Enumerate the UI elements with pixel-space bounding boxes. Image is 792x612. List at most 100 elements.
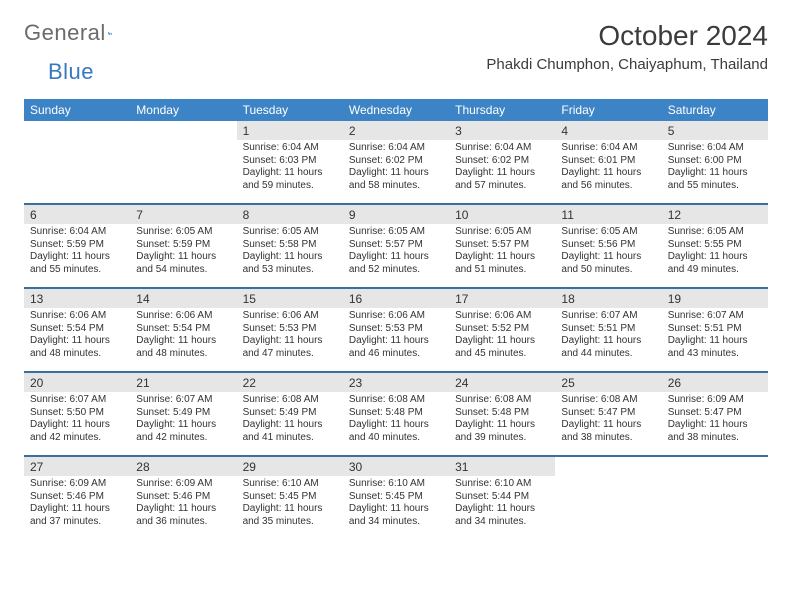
calendar-cell (555, 457, 661, 539)
calendar-week-row: 1Sunrise: 6:04 AMSunset: 6:03 PMDaylight… (24, 121, 768, 204)
weekday-header: Thursday (449, 99, 555, 121)
calendar-cell: 26Sunrise: 6:09 AMSunset: 5:47 PMDayligh… (662, 373, 768, 456)
day-number: 15 (237, 289, 343, 308)
day-details: Sunrise: 6:07 AMSunset: 5:51 PMDaylight:… (555, 308, 661, 364)
day-details: Sunrise: 6:10 AMSunset: 5:44 PMDaylight:… (449, 476, 555, 532)
day-details: Sunrise: 6:09 AMSunset: 5:47 PMDaylight:… (662, 392, 768, 448)
day-details: Sunrise: 6:04 AMSunset: 6:03 PMDaylight:… (237, 140, 343, 196)
weekday-header: Saturday (662, 99, 768, 121)
day-details: Sunrise: 6:07 AMSunset: 5:49 PMDaylight:… (130, 392, 236, 448)
location-text: Phakdi Chumphon, Chaiyaphum, Thailand (486, 56, 768, 73)
day-number: 29 (237, 457, 343, 476)
calendar-head: SundayMondayTuesdayWednesdayThursdayFrid… (24, 99, 768, 121)
day-details: Sunrise: 6:04 AMSunset: 5:59 PMDaylight:… (24, 224, 130, 280)
day-details: Sunrise: 6:05 AMSunset: 5:55 PMDaylight:… (662, 224, 768, 280)
calendar-cell: 17Sunrise: 6:06 AMSunset: 5:52 PMDayligh… (449, 289, 555, 372)
calendar-cell: 29Sunrise: 6:10 AMSunset: 5:45 PMDayligh… (237, 457, 343, 539)
calendar-table: SundayMondayTuesdayWednesdayThursdayFrid… (24, 99, 768, 539)
day-number: 26 (662, 373, 768, 392)
day-details: Sunrise: 6:10 AMSunset: 5:45 PMDaylight:… (343, 476, 449, 532)
day-number: 21 (130, 373, 236, 392)
calendar-cell: 2Sunrise: 6:04 AMSunset: 6:02 PMDaylight… (343, 121, 449, 204)
day-number: 9 (343, 205, 449, 224)
weekday-header: Monday (130, 99, 236, 121)
day-number: 31 (449, 457, 555, 476)
day-details: Sunrise: 6:05 AMSunset: 5:57 PMDaylight:… (449, 224, 555, 280)
day-number: 22 (237, 373, 343, 392)
day-number: 12 (662, 205, 768, 224)
calendar-cell: 15Sunrise: 6:06 AMSunset: 5:53 PMDayligh… (237, 289, 343, 372)
month-title: October 2024 (486, 20, 768, 52)
day-details: Sunrise: 6:06 AMSunset: 5:52 PMDaylight:… (449, 308, 555, 364)
day-number: 24 (449, 373, 555, 392)
calendar-week-row: 6Sunrise: 6:04 AMSunset: 5:59 PMDaylight… (24, 205, 768, 288)
day-number: 14 (130, 289, 236, 308)
calendar-page: General October 2024 Phakdi Chumphon, Ch… (0, 0, 792, 559)
day-number: 2 (343, 121, 449, 140)
day-details: Sunrise: 6:04 AMSunset: 6:01 PMDaylight:… (555, 140, 661, 196)
day-details: Sunrise: 6:06 AMSunset: 5:54 PMDaylight:… (24, 308, 130, 364)
day-details: Sunrise: 6:08 AMSunset: 5:47 PMDaylight:… (555, 392, 661, 448)
day-details: Sunrise: 6:08 AMSunset: 5:49 PMDaylight:… (237, 392, 343, 448)
day-details: Sunrise: 6:04 AMSunset: 6:02 PMDaylight:… (449, 140, 555, 196)
brand-logo: General (24, 20, 132, 46)
weekday-header: Wednesday (343, 99, 449, 121)
day-details: Sunrise: 6:06 AMSunset: 5:53 PMDaylight:… (343, 308, 449, 364)
day-number: 27 (24, 457, 130, 476)
day-details: Sunrise: 6:09 AMSunset: 5:46 PMDaylight:… (130, 476, 236, 532)
day-number: 28 (130, 457, 236, 476)
day-details: Sunrise: 6:08 AMSunset: 5:48 PMDaylight:… (343, 392, 449, 448)
calendar-week-row: 27Sunrise: 6:09 AMSunset: 5:46 PMDayligh… (24, 457, 768, 539)
day-details: Sunrise: 6:05 AMSunset: 5:59 PMDaylight:… (130, 224, 236, 280)
calendar-cell: 6Sunrise: 6:04 AMSunset: 5:59 PMDaylight… (24, 205, 130, 288)
day-details: Sunrise: 6:06 AMSunset: 5:53 PMDaylight:… (237, 308, 343, 364)
calendar-cell: 31Sunrise: 6:10 AMSunset: 5:44 PMDayligh… (449, 457, 555, 539)
day-number: 1 (237, 121, 343, 140)
day-number: 3 (449, 121, 555, 140)
calendar-cell: 18Sunrise: 6:07 AMSunset: 5:51 PMDayligh… (555, 289, 661, 372)
day-details: Sunrise: 6:05 AMSunset: 5:57 PMDaylight:… (343, 224, 449, 280)
day-number: 13 (24, 289, 130, 308)
calendar-cell: 11Sunrise: 6:05 AMSunset: 5:56 PMDayligh… (555, 205, 661, 288)
calendar-cell: 12Sunrise: 6:05 AMSunset: 5:55 PMDayligh… (662, 205, 768, 288)
day-number: 20 (24, 373, 130, 392)
day-number: 23 (343, 373, 449, 392)
brand-part1: General (24, 20, 106, 46)
day-number: 11 (555, 205, 661, 224)
calendar-cell: 1Sunrise: 6:04 AMSunset: 6:03 PMDaylight… (237, 121, 343, 204)
day-details: Sunrise: 6:08 AMSunset: 5:48 PMDaylight:… (449, 392, 555, 448)
calendar-cell: 20Sunrise: 6:07 AMSunset: 5:50 PMDayligh… (24, 373, 130, 456)
calendar-cell: 22Sunrise: 6:08 AMSunset: 5:49 PMDayligh… (237, 373, 343, 456)
day-number: 16 (343, 289, 449, 308)
day-number: 17 (449, 289, 555, 308)
weekday-header: Sunday (24, 99, 130, 121)
day-number: 4 (555, 121, 661, 140)
calendar-cell: 9Sunrise: 6:05 AMSunset: 5:57 PMDaylight… (343, 205, 449, 288)
calendar-cell: 28Sunrise: 6:09 AMSunset: 5:46 PMDayligh… (130, 457, 236, 539)
day-number: 19 (662, 289, 768, 308)
calendar-week-row: 20Sunrise: 6:07 AMSunset: 5:50 PMDayligh… (24, 373, 768, 456)
calendar-cell: 14Sunrise: 6:06 AMSunset: 5:54 PMDayligh… (130, 289, 236, 372)
day-number: 10 (449, 205, 555, 224)
calendar-cell: 24Sunrise: 6:08 AMSunset: 5:48 PMDayligh… (449, 373, 555, 456)
day-number: 5 (662, 121, 768, 140)
day-details: Sunrise: 6:06 AMSunset: 5:54 PMDaylight:… (130, 308, 236, 364)
calendar-cell: 21Sunrise: 6:07 AMSunset: 5:49 PMDayligh… (130, 373, 236, 456)
day-details: Sunrise: 6:05 AMSunset: 5:56 PMDaylight:… (555, 224, 661, 280)
day-number: 8 (237, 205, 343, 224)
brand-part2: Blue (48, 59, 94, 85)
calendar-cell (130, 121, 236, 204)
calendar-cell: 30Sunrise: 6:10 AMSunset: 5:45 PMDayligh… (343, 457, 449, 539)
weekday-header: Friday (555, 99, 661, 121)
calendar-cell: 25Sunrise: 6:08 AMSunset: 5:47 PMDayligh… (555, 373, 661, 456)
weekday-header: Tuesday (237, 99, 343, 121)
day-number: 18 (555, 289, 661, 308)
sail-icon (108, 23, 112, 43)
calendar-cell: 16Sunrise: 6:06 AMSunset: 5:53 PMDayligh… (343, 289, 449, 372)
calendar-cell: 4Sunrise: 6:04 AMSunset: 6:01 PMDaylight… (555, 121, 661, 204)
calendar-cell: 3Sunrise: 6:04 AMSunset: 6:02 PMDaylight… (449, 121, 555, 204)
calendar-cell: 27Sunrise: 6:09 AMSunset: 5:46 PMDayligh… (24, 457, 130, 539)
calendar-cell: 7Sunrise: 6:05 AMSunset: 5:59 PMDaylight… (130, 205, 236, 288)
day-number: 7 (130, 205, 236, 224)
day-details: Sunrise: 6:05 AMSunset: 5:58 PMDaylight:… (237, 224, 343, 280)
